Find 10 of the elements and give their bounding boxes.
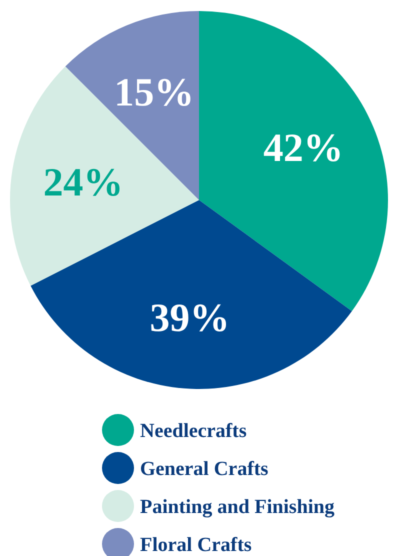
pie-slice — [30, 200, 352, 389]
data-label: 39% — [150, 294, 230, 340]
pie-slice — [10, 66, 199, 286]
legend-label: Needlecrafts — [140, 420, 247, 442]
data-label: 42% — [263, 124, 344, 170]
data-label: 15% — [114, 70, 194, 115]
data-label: 24% — [43, 160, 124, 205]
legend-label: Floral Crafts — [140, 534, 252, 556]
legend-label: Painting and Finishing — [140, 496, 335, 518]
legend-label: General Crafts — [140, 458, 269, 480]
